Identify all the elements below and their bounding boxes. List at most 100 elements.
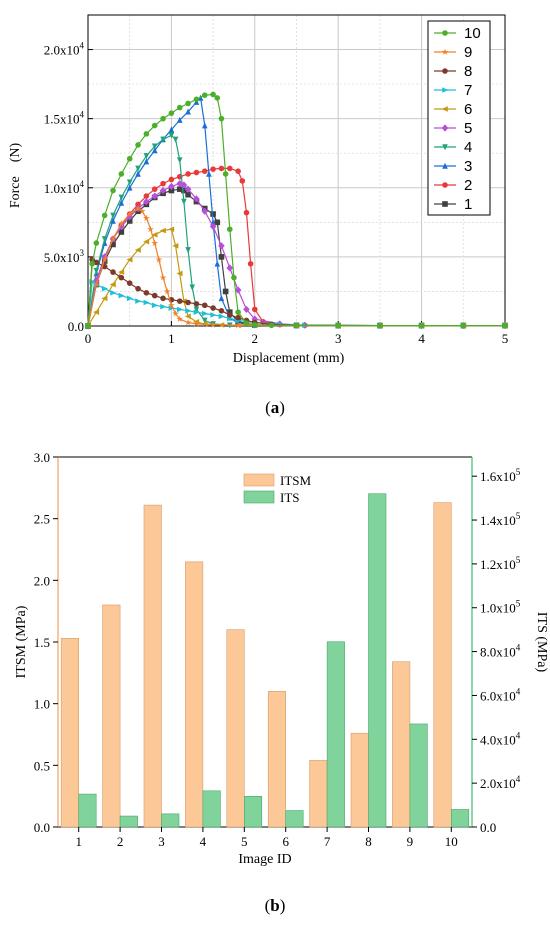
- data-point-10: [135, 142, 141, 148]
- data-point-9: [184, 318, 192, 326]
- data-point-8: [118, 274, 125, 281]
- data-point-8: [185, 299, 191, 306]
- data-point-1: [126, 218, 133, 224]
- x-tick-label: 3: [158, 834, 165, 849]
- data-point-4: [168, 132, 175, 139]
- y-axis-label: Force (N): [8, 143, 23, 209]
- y-right-tick-label: 1.4x105: [480, 511, 521, 528]
- data-point-2: [193, 169, 200, 176]
- y-right-tick-label: 1.0x105: [480, 599, 521, 616]
- data-point-10: [335, 322, 342, 329]
- bar-its: [202, 790, 221, 828]
- legend-marker-5: [441, 124, 449, 132]
- data-point-3: [185, 108, 191, 115]
- legend-label-9: 9: [464, 44, 472, 61]
- legend-label-3: 3: [464, 158, 472, 175]
- bar-itsm: [102, 604, 121, 828]
- data-point-6: [172, 243, 179, 249]
- data-point-5: [143, 198, 150, 206]
- data-point-7: [185, 307, 192, 314]
- data-point-1: [185, 191, 191, 198]
- bar-itsm: [392, 661, 411, 828]
- data-point-2: [143, 193, 150, 199]
- data-point-1: [181, 187, 187, 194]
- data-point-10: [218, 115, 225, 122]
- data-point-5: [180, 181, 188, 189]
- data-point-10: [193, 96, 200, 103]
- bar-its: [78, 793, 97, 828]
- legend-label-10: 10: [464, 25, 481, 42]
- y-left-tick-label: 2.5: [34, 512, 50, 527]
- legend-label-1: 1: [464, 196, 472, 213]
- data-point-3: [201, 122, 208, 129]
- x-axis-label: Displacement (mm): [233, 351, 345, 366]
- data-point-3: [118, 199, 125, 206]
- x-tick-label: 9: [407, 834, 414, 849]
- data-point-5: [159, 186, 167, 195]
- legend-swatch-its: [243, 490, 275, 504]
- data-point-6: [118, 269, 125, 275]
- data-point-3: [143, 158, 150, 165]
- data-point-6: [143, 238, 150, 245]
- x-tick-label: 4: [418, 331, 425, 346]
- data-point-5: [151, 192, 159, 200]
- data-point-7: [118, 292, 125, 299]
- data-point-1: [168, 187, 175, 194]
- legend-marker-4: [442, 144, 448, 151]
- data-point-6: [168, 226, 175, 233]
- data-point-9: [126, 210, 134, 217]
- data-point-10: [231, 274, 237, 281]
- data-point-5: [168, 182, 175, 190]
- y-right-tick-label: 8.0x104: [480, 643, 521, 660]
- data-point-6: [134, 247, 141, 253]
- data-point-7: [101, 285, 108, 292]
- legend-marker-10: [442, 30, 448, 36]
- data-point-4: [110, 212, 116, 219]
- data-point-7: [201, 310, 209, 317]
- legend-label-6: 6: [464, 101, 472, 118]
- data-point-9: [101, 256, 109, 263]
- data-point-8: [176, 298, 183, 304]
- data-point-8: [193, 301, 200, 307]
- y-left-tick-label: 1.5: [34, 635, 50, 650]
- data-point-10: [210, 91, 216, 98]
- data-point-2: [218, 165, 225, 172]
- y-tick-label: 5.0x103: [44, 248, 85, 265]
- data-point-3: [214, 260, 221, 267]
- data-point-9: [192, 320, 200, 327]
- data-point-2: [252, 306, 258, 313]
- bar-its: [161, 813, 180, 828]
- y-left-tick-label: 1.0: [34, 697, 50, 712]
- data-point-1: [214, 219, 221, 226]
- x-tick-label: 2: [252, 331, 259, 346]
- y-right-tick-label: 4.0x104: [480, 730, 521, 747]
- data-point-3: [168, 126, 175, 133]
- data-point-2: [226, 165, 233, 172]
- legend-box: [427, 20, 491, 216]
- data-point-5: [184, 185, 192, 193]
- bar-itsm: [143, 504, 162, 828]
- data-point-7: [135, 298, 142, 304]
- data-point-10: [201, 92, 208, 98]
- data-point-4: [93, 267, 100, 275]
- y-tick-label: 1.0x104: [44, 179, 85, 196]
- x-tick-label: 7: [324, 834, 331, 849]
- legend-label-its: ITS: [280, 490, 300, 505]
- data-point-7: [151, 302, 159, 309]
- data-point-4: [118, 194, 125, 201]
- y-right-tick-label: 1.6x105: [480, 467, 521, 484]
- y-tick-label: 1.5x104: [44, 110, 85, 127]
- bar-its: [285, 810, 304, 828]
- data-point-10: [268, 322, 275, 329]
- data-point-8: [126, 280, 133, 286]
- data-point-10: [101, 212, 108, 219]
- data-point-9: [151, 239, 159, 246]
- bar-itsm: [267, 691, 287, 828]
- data-point-9: [142, 214, 150, 222]
- y-left-tick-label: 0.5: [34, 758, 50, 773]
- data-point-1: [218, 254, 225, 260]
- caption-a: (a): [265, 398, 285, 417]
- x-tick-label: 10: [445, 834, 458, 849]
- data-point-8: [201, 302, 208, 309]
